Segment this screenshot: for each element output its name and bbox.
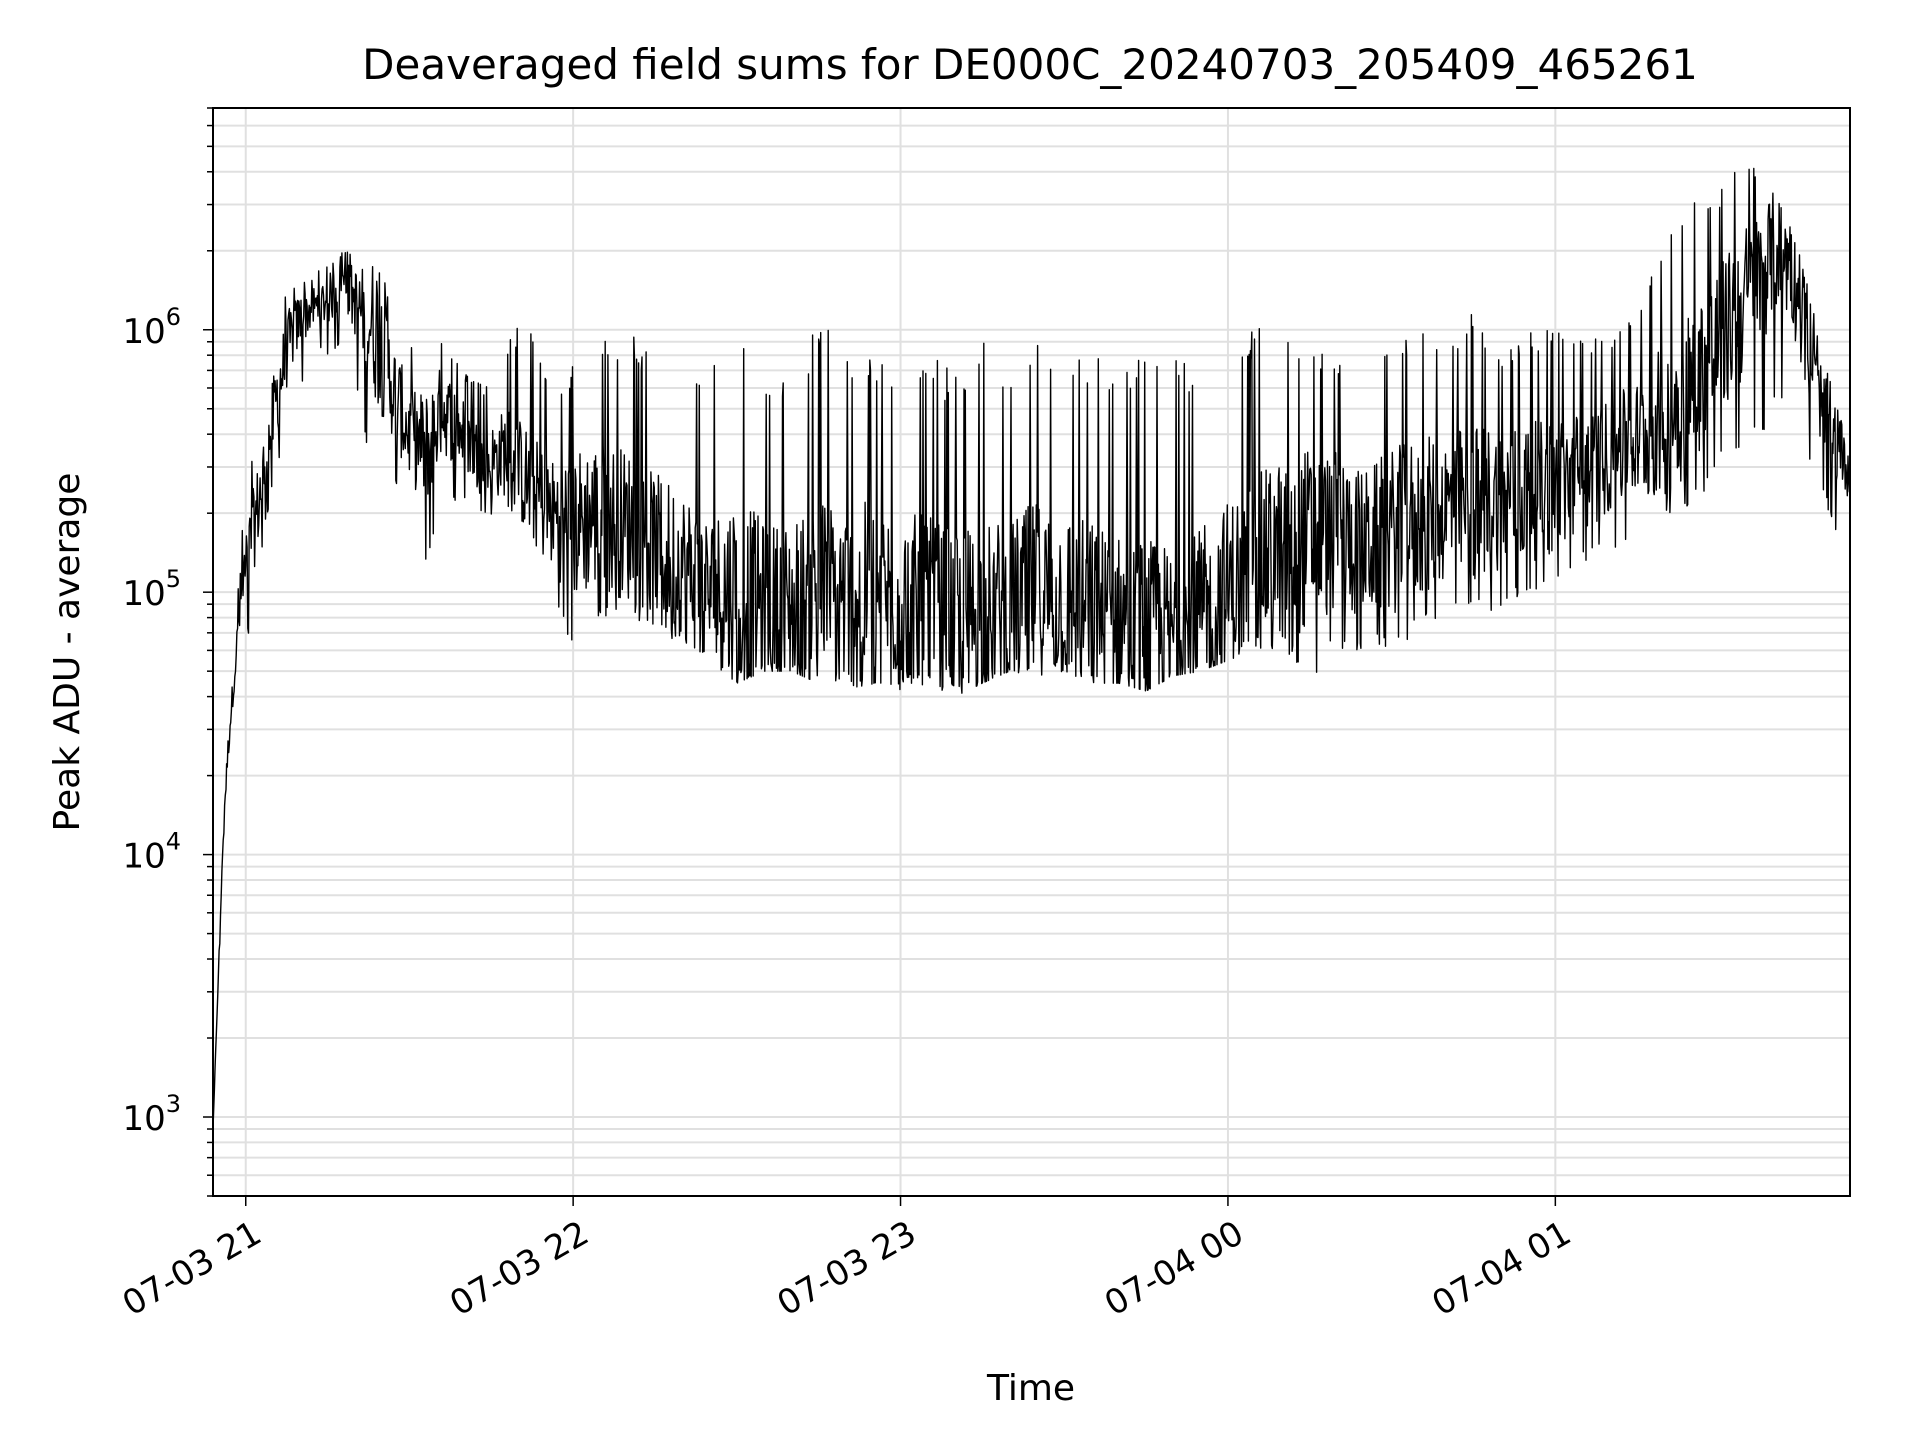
- y-tick-label: 105: [122, 565, 181, 614]
- y-tick-base: 10: [122, 837, 165, 877]
- y-axis-label: Peak ADU - average: [47, 473, 88, 832]
- y-tick-exponent: 5: [166, 565, 181, 593]
- y-tick-base: 10: [122, 312, 165, 352]
- x-axis-label: Time: [986, 1368, 1075, 1409]
- chart-title: Deaveraged field sums for DE000C_2024070…: [362, 40, 1698, 89]
- y-tick-exponent: 4: [166, 828, 181, 856]
- y-tick-label: 104: [122, 828, 181, 877]
- plot-frame: [212, 107, 1851, 1197]
- y-tick-base: 10: [122, 1099, 165, 1139]
- y-tick-label: 106: [122, 303, 181, 352]
- series-group: [213, 167, 1850, 1130]
- y-tick-exponent: 3: [166, 1090, 181, 1118]
- y-tick-exponent: 6: [166, 303, 181, 331]
- y-tick-base: 10: [122, 574, 165, 614]
- series-line: [213, 167, 1850, 1130]
- y-tick-label: 103: [122, 1090, 181, 1139]
- plot-area: [213, 167, 1850, 1130]
